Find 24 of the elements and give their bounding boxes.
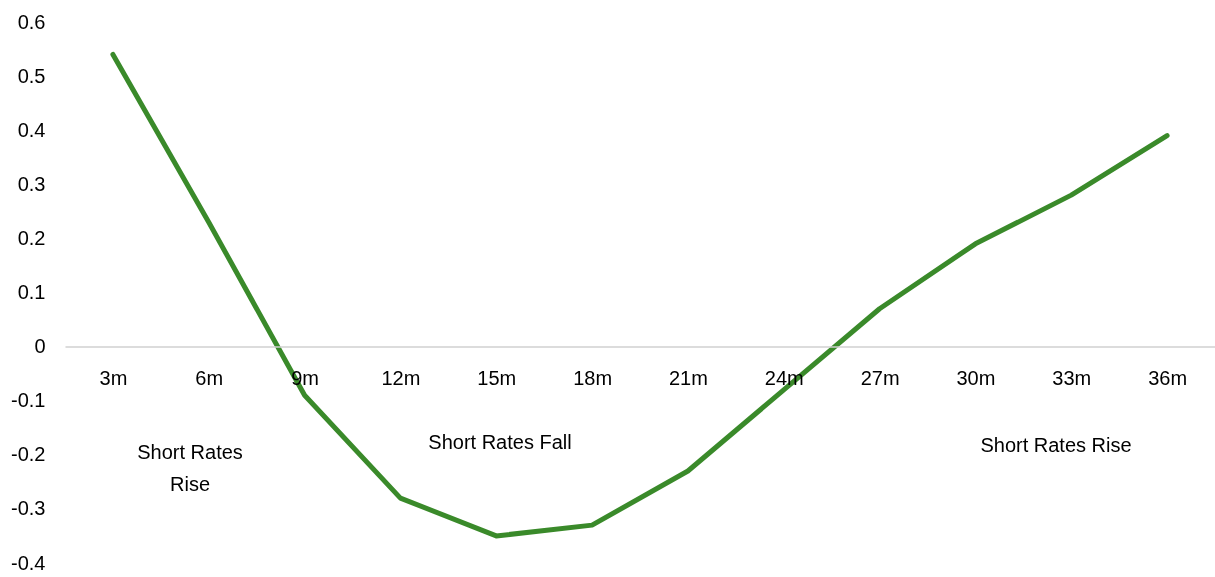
x-tick-label: 36m — [1148, 367, 1188, 390]
annotation: Short Rates Rise — [980, 434, 1132, 456]
y-tick-label: 0.2 — [17, 226, 46, 249]
y-tick-label: 0.1 — [17, 281, 46, 303]
y-tick-label: -0.2 — [11, 443, 46, 466]
y-tick-label: 0 — [34, 335, 46, 358]
y-tick-label: 0.3 — [17, 172, 46, 195]
x-tick-label: 6m — [195, 367, 224, 390]
y-tick-label: 0.5 — [17, 64, 46, 87]
x-tick-label: 27m — [860, 367, 900, 390]
y-tick-label: -0.1 — [11, 389, 46, 412]
x-tick-label: 21m — [668, 367, 708, 390]
x-tick-label: 12m — [381, 367, 421, 390]
x-tick-label: 18m — [573, 367, 613, 390]
x-tick-label: 30m — [956, 367, 996, 390]
annotation: Short Rates Rise — [137, 441, 243, 495]
y-tick-label: -0.3 — [11, 497, 46, 520]
x-tick-label: 15m — [477, 367, 517, 390]
x-tick-label: 3m — [99, 367, 128, 390]
y-tick-label: 0.4 — [17, 118, 46, 141]
y-tick-label: -0.4 — [11, 551, 46, 574]
annotation: Short Rates Fall — [428, 431, 572, 453]
y-tick-label: 0.6 — [17, 10, 46, 33]
x-tick-label: 33m — [1052, 367, 1092, 390]
